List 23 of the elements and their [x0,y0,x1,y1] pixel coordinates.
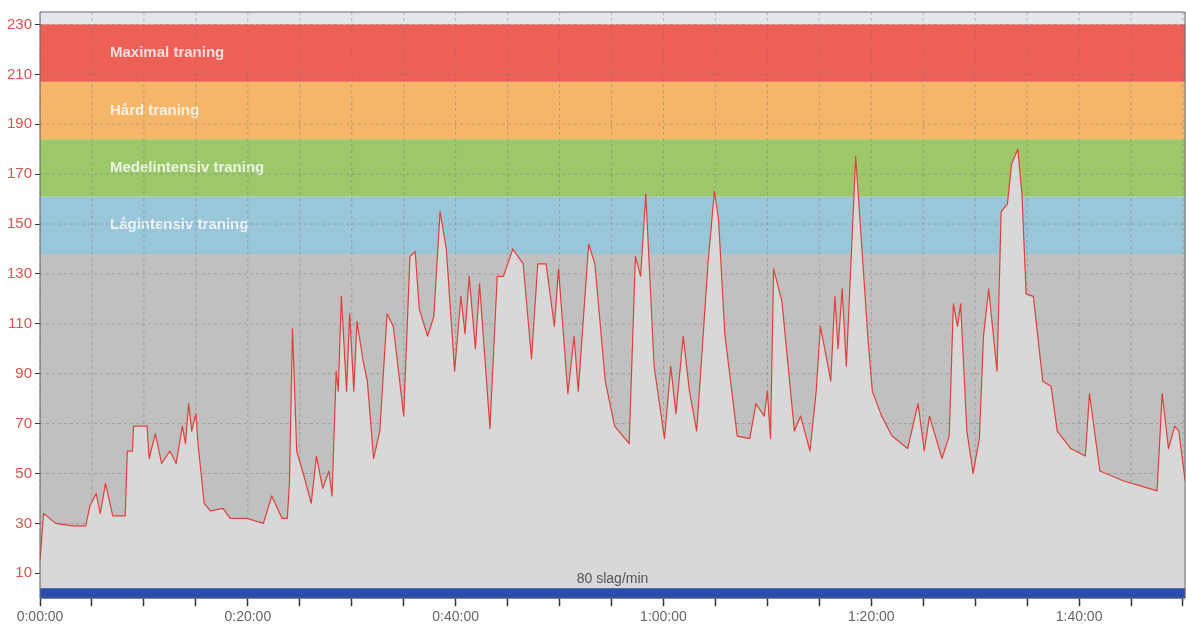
band-label: Maximal traning [110,43,225,61]
y-tick-label: 210 [7,64,33,82]
x-tick-label: 0:40:00 [432,608,480,625]
y-tick-label: 90 [15,363,33,381]
y-tick-label: 190 [7,114,33,132]
y-tick-label: 70 [15,413,33,431]
annotation: 80 slag/min [576,570,649,587]
x-tick-label: 0:20:00 [224,608,272,625]
y-tick-label: 150 [7,214,33,232]
band-label: Medelintensiv traning [110,158,265,176]
band-label: Lågintensiv traning [110,215,249,233]
y-tick-label: 170 [7,164,33,182]
y-tick-label: 110 [8,313,33,331]
x-tick-label: 1:00:00 [640,608,688,625]
x-tick-label: 0:00:00 [16,608,64,625]
x-tick-label: 1:40:00 [1055,608,1103,625]
y-tick-label: 50 [15,463,33,481]
y-tick-label: 30 [15,513,33,531]
y-tick-label: 10 [15,563,33,581]
y-tick-label: 130 [7,264,33,282]
band-label: Hård traning [110,100,200,118]
x-tick-label: 1:20:00 [847,608,895,625]
y-tick-label: 230 [7,14,33,32]
